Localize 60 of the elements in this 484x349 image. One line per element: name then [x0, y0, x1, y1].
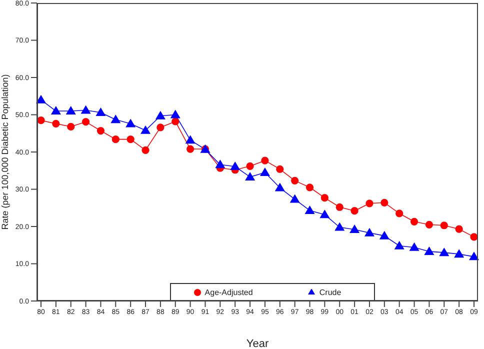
legend-label: Crude: [319, 288, 342, 296]
legend-label: Age-Adjusted: [204, 288, 253, 296]
point: [261, 156, 269, 164]
point: [126, 136, 134, 144]
point: [50, 106, 61, 115]
point: [142, 146, 150, 154]
point: [170, 110, 180, 118]
point: [82, 118, 90, 126]
point: [396, 210, 404, 218]
point: [290, 194, 300, 203]
point: [409, 242, 420, 251]
point: [454, 249, 464, 258]
point: [276, 165, 284, 173]
point: [186, 145, 194, 153]
point: [350, 224, 360, 233]
point: [304, 205, 315, 214]
point: [291, 176, 299, 184]
point: [455, 225, 463, 233]
point: [96, 126, 105, 135]
point: [394, 240, 404, 250]
point: [380, 198, 388, 206]
point: [470, 233, 478, 241]
point: [469, 252, 479, 260]
point: [425, 220, 434, 228]
point: [320, 210, 330, 218]
point: [246, 162, 254, 170]
point: [334, 222, 345, 231]
point: [260, 167, 270, 176]
point: [172, 118, 180, 126]
point: [424, 246, 434, 255]
point: [126, 118, 136, 128]
point: [350, 207, 358, 215]
point: [440, 222, 448, 230]
point: [96, 108, 106, 116]
point: [66, 106, 76, 115]
point: [439, 248, 450, 256]
x-axis-title: Year: [246, 338, 269, 349]
point: [336, 203, 344, 211]
point: [410, 218, 418, 226]
point: [37, 116, 45, 124]
point: [67, 122, 75, 130]
point: [230, 162, 240, 170]
point: [156, 124, 164, 132]
point: [140, 125, 151, 134]
point: [245, 172, 256, 180]
point: [52, 120, 60, 128]
point: [215, 160, 226, 168]
point: [185, 135, 196, 144]
point: [320, 194, 328, 202]
point: [36, 94, 46, 104]
point: [80, 105, 91, 114]
y-axis-title: Rate (per 100,000 Diabetic Population): [0, 74, 10, 230]
point: [155, 110, 166, 120]
point: [366, 200, 374, 208]
point: [379, 230, 390, 240]
point: [306, 184, 314, 192]
point: [364, 228, 374, 236]
point: [112, 136, 120, 144]
point: [274, 182, 285, 192]
point: [110, 114, 121, 124]
